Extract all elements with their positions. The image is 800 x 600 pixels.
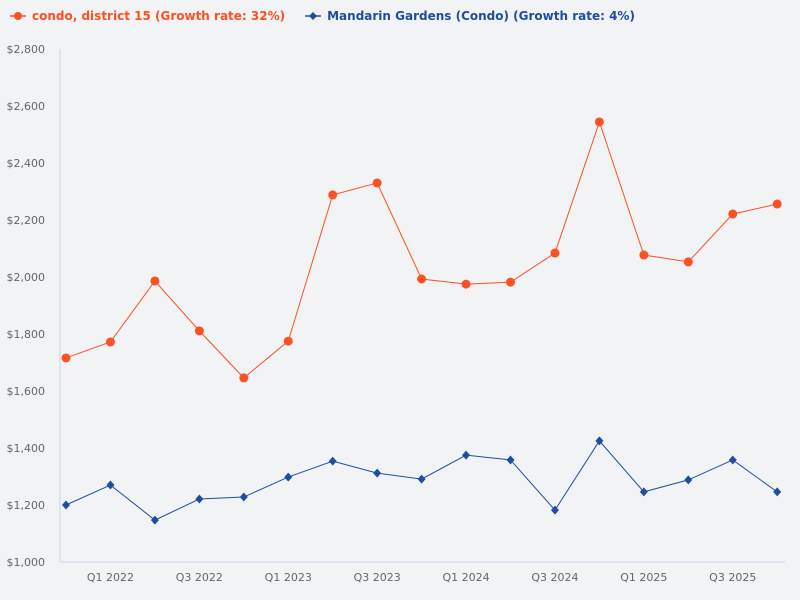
data-point — [328, 190, 338, 200]
legend-label: Mandarin Gardens (Condo) (Growth rate: 4… — [327, 9, 635, 23]
data-point — [106, 480, 115, 490]
x-tick-label: Q1 2023 — [265, 571, 312, 584]
legend-item-mandarin-gardens[interactable]: Mandarin Gardens (Condo) (Growth rate: 4… — [305, 9, 635, 23]
y-tick-label: $1,000 — [7, 556, 46, 569]
data-point — [773, 487, 782, 497]
data-point — [195, 494, 204, 504]
diamond-marker-icon — [305, 12, 322, 20]
y-tick-label: $2,800 — [7, 43, 46, 56]
x-tick-label: Q3 2025 — [709, 571, 756, 584]
data-point — [61, 353, 71, 363]
y-tick-label: $1,600 — [7, 385, 46, 398]
circle-marker-icon — [10, 12, 26, 20]
x-tick-label: Q3 2023 — [354, 571, 401, 584]
x-tick-label: Q1 2025 — [620, 571, 667, 584]
y-tick-label: $1,800 — [7, 328, 46, 341]
series-line-0 — [65, 120, 778, 379]
data-point — [772, 199, 782, 209]
y-tick-label: $1,200 — [7, 499, 46, 512]
data-point — [461, 279, 471, 289]
data-point — [284, 472, 293, 482]
data-point — [417, 474, 426, 484]
data-point — [194, 326, 204, 336]
y-tick-label: $2,600 — [7, 100, 46, 113]
data-point — [150, 515, 159, 525]
legend: condo, district 15 (Growth rate: 32%) Ma… — [10, 9, 635, 23]
y-tick-label: $1,400 — [7, 442, 46, 455]
data-point — [283, 336, 293, 346]
data-point — [683, 257, 693, 267]
data-point — [328, 456, 337, 466]
data-point — [417, 274, 427, 284]
data-point — [373, 468, 382, 478]
y-tick-label: $2,000 — [7, 271, 46, 284]
data-point — [594, 117, 604, 127]
data-point — [239, 492, 248, 502]
data-point — [728, 455, 737, 465]
data-point — [462, 450, 471, 460]
data-point — [506, 455, 515, 465]
data-point — [639, 487, 648, 497]
data-point — [639, 250, 649, 260]
data-point — [684, 475, 693, 485]
x-tick-label: Q3 2024 — [531, 571, 578, 584]
legend-label: condo, district 15 (Growth rate: 32%) — [32, 9, 286, 23]
y-tick-label: $2,200 — [7, 214, 46, 227]
data-point — [105, 337, 115, 347]
data-point — [595, 436, 604, 446]
y-tick-label: $2,400 — [7, 157, 46, 170]
legend-item-district-15[interactable]: condo, district 15 (Growth rate: 32%) — [10, 9, 285, 23]
data-point — [550, 505, 559, 515]
data-point — [728, 209, 738, 219]
data-point — [150, 276, 160, 286]
data-point — [506, 277, 515, 287]
data-point — [62, 500, 70, 510]
data-point — [372, 178, 382, 188]
x-tick-label: Q1 2022 — [87, 571, 134, 584]
x-tick-label: Q1 2024 — [442, 571, 489, 584]
data-point — [239, 373, 249, 383]
x-tick-label: Q3 2022 — [176, 571, 223, 584]
data-point — [550, 248, 560, 258]
